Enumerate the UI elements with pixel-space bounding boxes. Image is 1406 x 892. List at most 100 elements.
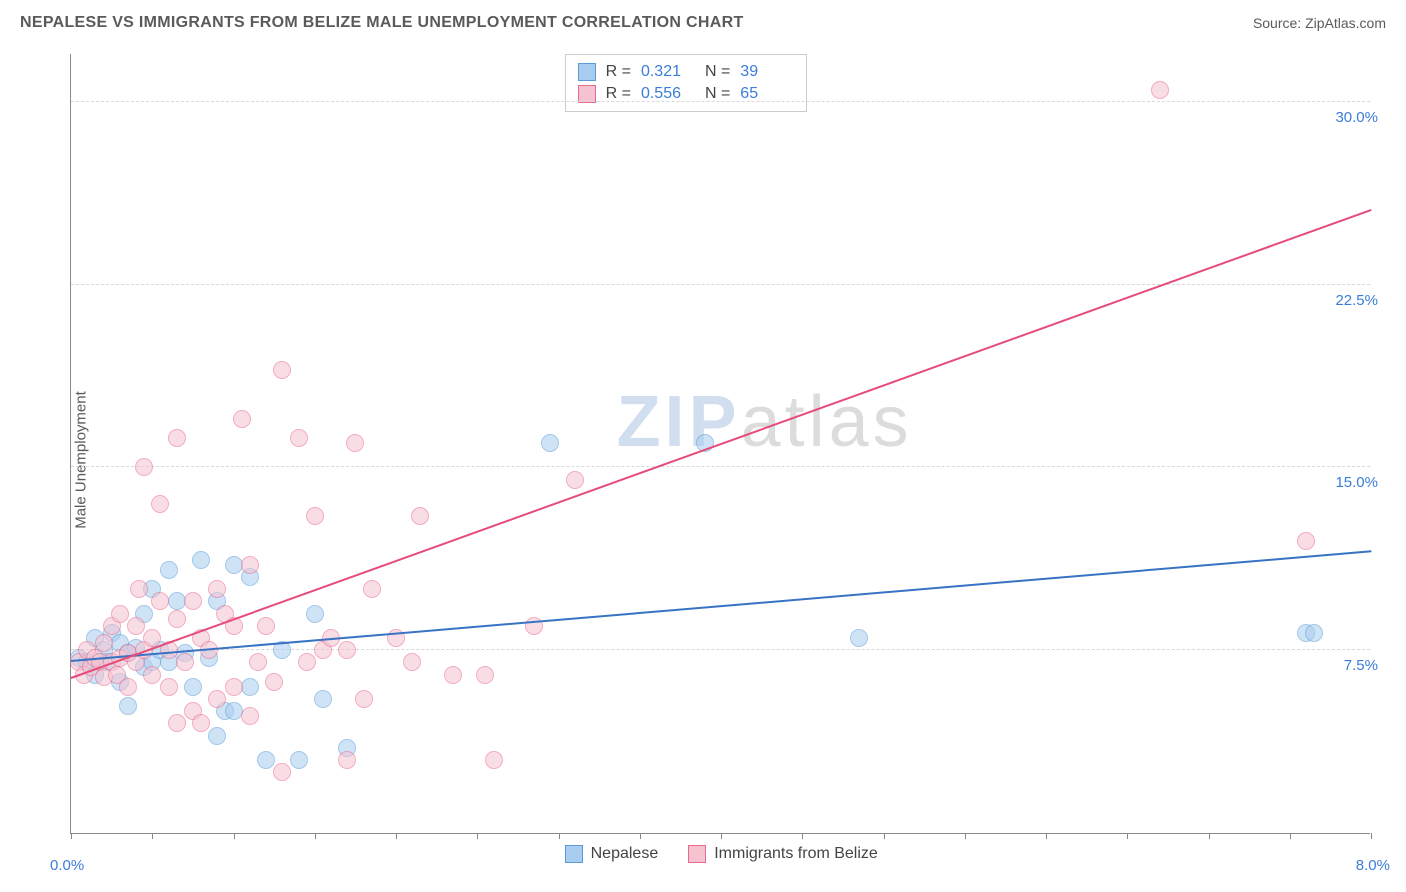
data-point (306, 507, 324, 525)
data-point (208, 690, 226, 708)
stat-r-value: 0.321 (641, 63, 695, 81)
data-point (151, 495, 169, 513)
y-tick-label: 15.0% (1335, 474, 1378, 491)
data-point (208, 727, 226, 745)
data-point (241, 678, 259, 696)
chart-container: Male Unemployment ZIPatlas R =0.321N =39… (20, 50, 1386, 870)
watermark-atlas: atlas (741, 382, 913, 462)
data-point (130, 580, 148, 598)
watermark: ZIPatlas (617, 381, 913, 463)
plot-area: ZIPatlas R =0.321N =39R =0.556N =65 Nepa… (70, 54, 1370, 834)
data-point (135, 458, 153, 476)
data-point (160, 561, 178, 579)
data-point (257, 617, 275, 635)
gridline (71, 101, 1370, 102)
data-point (411, 507, 429, 525)
data-point (444, 666, 462, 684)
data-point (192, 551, 210, 569)
chart-title: NEPALESE VS IMMIGRANTS FROM BELIZE MALE … (20, 14, 744, 32)
data-point (241, 556, 259, 574)
x-tick (559, 833, 560, 839)
data-point (168, 714, 186, 732)
x-tick (477, 833, 478, 839)
data-point (225, 702, 243, 720)
legend-item: Immigrants from Belize (688, 845, 878, 863)
data-point (355, 690, 373, 708)
data-point (241, 707, 259, 725)
data-point (168, 429, 186, 447)
data-point (485, 751, 503, 769)
legend-item: Nepalese (565, 845, 659, 863)
data-point (168, 610, 186, 628)
data-point (1151, 81, 1169, 99)
stat-r-label: R = (606, 63, 631, 81)
legend-swatch (688, 845, 706, 863)
data-point (273, 361, 291, 379)
x-tick (802, 833, 803, 839)
data-point (403, 653, 421, 671)
data-point (127, 617, 145, 635)
stats-row: R = 0.321 N = 39 (578, 61, 795, 83)
legend-swatch (578, 63, 596, 81)
data-point (184, 592, 202, 610)
chart-header: NEPALESE VS IMMIGRANTS FROM BELIZE MALE … (0, 0, 1406, 42)
data-point (225, 678, 243, 696)
data-point (363, 580, 381, 598)
x-tick (315, 833, 316, 839)
y-tick-label: 30.0% (1335, 109, 1378, 126)
watermark-zip: ZIP (617, 382, 741, 462)
x-tick (965, 833, 966, 839)
legend-label: Immigrants from Belize (714, 845, 878, 863)
data-point (151, 592, 169, 610)
x-tick (1209, 833, 1210, 839)
y-tick-label: 7.5% (1344, 657, 1378, 674)
data-point (314, 690, 332, 708)
data-point (1305, 624, 1323, 642)
data-point (346, 434, 364, 452)
data-point (192, 714, 210, 732)
trend-line (71, 209, 1372, 679)
data-point (290, 429, 308, 447)
data-point (306, 605, 324, 623)
x-tick (640, 833, 641, 839)
data-point (290, 751, 308, 769)
x-tick (721, 833, 722, 839)
legend-swatch (565, 845, 583, 863)
legend-label: Nepalese (591, 845, 659, 863)
data-point (298, 653, 316, 671)
y-tick-label: 22.5% (1335, 292, 1378, 309)
x-tick (152, 833, 153, 839)
data-point (338, 641, 356, 659)
stat-n-label: N = (705, 63, 730, 81)
chart-source: Source: ZipAtlas.com (1253, 15, 1386, 31)
data-point (111, 605, 129, 623)
data-point (476, 666, 494, 684)
x-tick (234, 833, 235, 839)
data-point (265, 673, 283, 691)
data-point (338, 751, 356, 769)
data-point (257, 751, 275, 769)
x-tick (396, 833, 397, 839)
stat-n-value: 39 (740, 63, 794, 81)
data-point (850, 629, 868, 647)
x-tick (1371, 833, 1372, 839)
data-point (119, 678, 137, 696)
x-axis-max-label: 8.0% (1356, 857, 1390, 874)
data-point (208, 580, 226, 598)
data-point (119, 697, 137, 715)
data-point (566, 471, 584, 489)
data-point (1297, 532, 1315, 550)
series-legend: Nepalese Immigrants from Belize (565, 845, 878, 863)
gridline (71, 466, 1370, 467)
data-point (160, 678, 178, 696)
data-point (184, 678, 202, 696)
gridline (71, 284, 1370, 285)
data-point (249, 653, 267, 671)
stats-legend: R =0.321N =39R =0.556N =65 (565, 54, 808, 112)
data-point (176, 653, 194, 671)
x-tick (1127, 833, 1128, 839)
data-point (273, 763, 291, 781)
data-point (541, 434, 559, 452)
data-point (143, 666, 161, 684)
gridline (71, 649, 1370, 650)
